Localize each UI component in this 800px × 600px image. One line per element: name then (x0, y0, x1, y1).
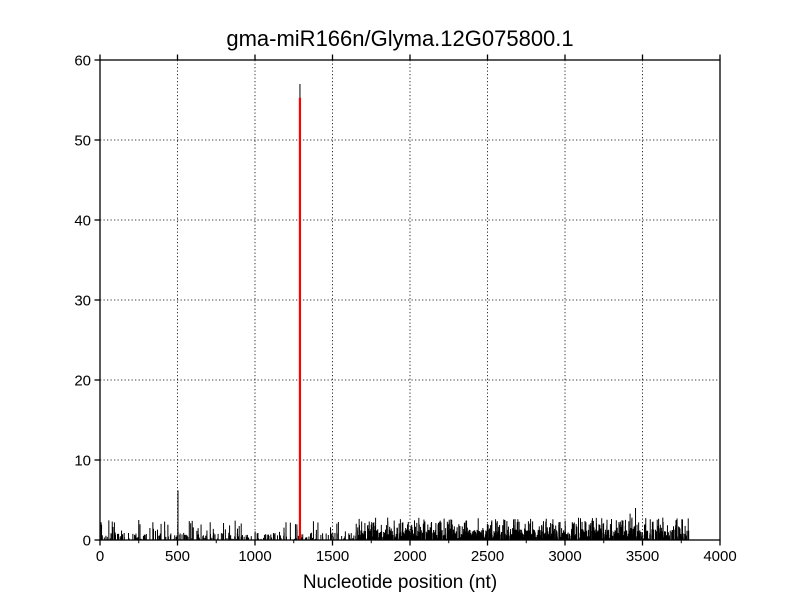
svg-text:2000: 2000 (393, 548, 426, 565)
svg-text:30: 30 (74, 293, 91, 310)
svg-text:40: 40 (74, 213, 91, 230)
svg-text:2500: 2500 (471, 548, 504, 565)
svg-text:1500: 1500 (316, 548, 349, 565)
svg-text:4000: 4000 (703, 548, 736, 565)
svg-text:0: 0 (96, 548, 104, 565)
svg-text:500: 500 (165, 548, 190, 565)
svg-text:60: 60 (74, 53, 91, 70)
svg-text:20: 20 (74, 373, 91, 390)
svg-text:3000: 3000 (548, 548, 581, 565)
svg-text:50: 50 (74, 133, 91, 150)
svg-text:3500: 3500 (626, 548, 659, 565)
svg-text:0: 0 (83, 533, 91, 550)
svg-text:10: 10 (74, 453, 91, 470)
svg-text:1000: 1000 (238, 548, 271, 565)
